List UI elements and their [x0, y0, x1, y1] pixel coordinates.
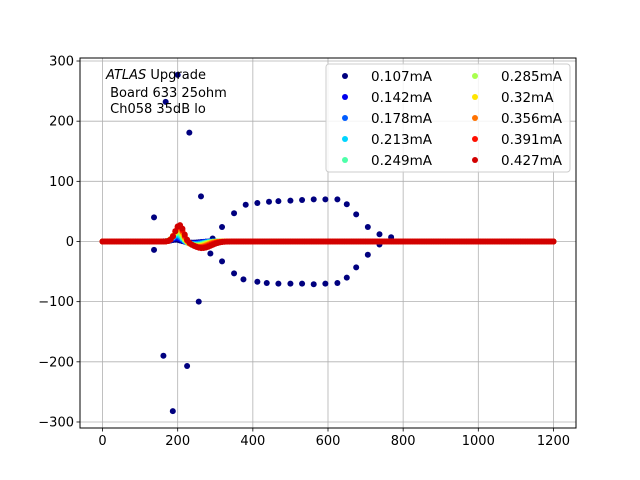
legend-marker: [472, 157, 478, 163]
data-point: [343, 274, 350, 281]
legend-marker: [472, 94, 478, 100]
y-tick-label: 100: [49, 175, 74, 190]
data-point: [550, 238, 557, 245]
legend-marker: [342, 73, 348, 79]
annotation-line-2: Board 633 25ohm: [106, 86, 227, 101]
legend-marker: [472, 73, 478, 79]
data-point: [242, 201, 249, 208]
legend-label: 0.142mA: [371, 90, 433, 106]
data-point: [275, 198, 282, 205]
x-tick-label: 1200: [537, 434, 570, 449]
data-points: [99, 71, 557, 415]
data-point: [219, 258, 226, 265]
data-point: [207, 250, 214, 257]
x-tick-label: 200: [165, 434, 190, 449]
legend-marker: [472, 115, 478, 121]
legend-marker: [342, 115, 348, 121]
data-point: [231, 210, 238, 217]
annotation-line-3: Ch058 35dB lo: [106, 102, 206, 117]
data-point: [172, 228, 179, 235]
data-point: [310, 196, 317, 203]
legend-marker: [342, 136, 348, 142]
legend-label: 0.178mA: [371, 111, 433, 127]
annotation-upgrade: Upgrade: [146, 68, 206, 83]
data-point: [151, 214, 158, 221]
legend-marker: [472, 136, 478, 142]
legend-label: 0.391mA: [501, 132, 563, 148]
data-point: [179, 225, 186, 232]
data-point: [353, 211, 360, 218]
data-point: [184, 363, 191, 370]
data-point: [195, 298, 202, 305]
legend: 0.107mA 0.142mA 0.178mA 0.213mA 0.249mA 0.285…: [325, 63, 571, 173]
x-tick-label: 600: [316, 434, 341, 449]
data-point: [197, 193, 204, 200]
legend-label: 0.427mA: [501, 153, 563, 169]
y-tick-label: −200: [38, 355, 74, 370]
data-point: [170, 233, 176, 240]
data-point: [169, 408, 176, 415]
data-point: [162, 98, 169, 105]
data-point: [151, 246, 158, 253]
legend-label: 0.356mA: [501, 111, 563, 127]
data-point: [240, 276, 247, 283]
data-point: [186, 129, 193, 136]
legend-label: 0.213mA: [371, 132, 433, 148]
y-tick-label: 300: [49, 55, 74, 70]
data-point: [181, 231, 188, 238]
data-point: [334, 280, 341, 287]
y-tick-label: 200: [49, 115, 74, 130]
legend-label: 0.32mA: [501, 90, 554, 106]
legend-marker: [342, 94, 348, 100]
data-point: [322, 196, 329, 203]
data-point: [263, 280, 270, 287]
x-tick-label: 400: [240, 434, 265, 449]
data-point: [174, 71, 181, 78]
data-point: [160, 352, 167, 359]
data-point: [231, 270, 238, 277]
data-point: [299, 196, 306, 203]
x-tick-label: 800: [391, 434, 416, 449]
data-point: [310, 281, 317, 288]
data-point: [299, 280, 306, 287]
data-point: [364, 224, 371, 231]
chart-annotation: ATLAS Upgrade Board 633 25ohm Ch058 35dB…: [105, 68, 227, 117]
y-tick-label: 0: [66, 235, 74, 250]
data-point: [219, 224, 226, 231]
data-point: [287, 197, 294, 204]
y-tick-label: −300: [38, 415, 74, 430]
legend-box: [325, 63, 571, 173]
annotation-line-1: ATLAS Upgrade: [105, 68, 206, 83]
legend-label: 0.249mA: [371, 153, 433, 169]
data-point: [254, 278, 261, 285]
data-point: [254, 199, 261, 206]
data-point: [275, 280, 282, 287]
legend-marker: [342, 157, 348, 163]
x-tick-label: 0: [98, 434, 106, 449]
data-point: [322, 280, 329, 287]
legend-label: 0.285mA: [501, 69, 563, 85]
series-0.427mA: [99, 222, 557, 252]
data-point: [343, 201, 350, 208]
annotation-atlas: ATLAS: [105, 68, 146, 83]
data-point: [287, 280, 294, 287]
data-point: [353, 264, 360, 271]
data-point: [364, 251, 371, 258]
axis-ticks: 0 200 400 600 800 1000 1200 −300 −200 −100 0 100 200…: [38, 55, 570, 449]
data-point: [334, 196, 341, 203]
y-tick-label: −100: [38, 295, 74, 310]
legend-label: 0.107mA: [371, 69, 433, 85]
data-point: [376, 231, 383, 238]
data-point: [266, 198, 273, 205]
x-tick-label: 1000: [462, 434, 495, 449]
